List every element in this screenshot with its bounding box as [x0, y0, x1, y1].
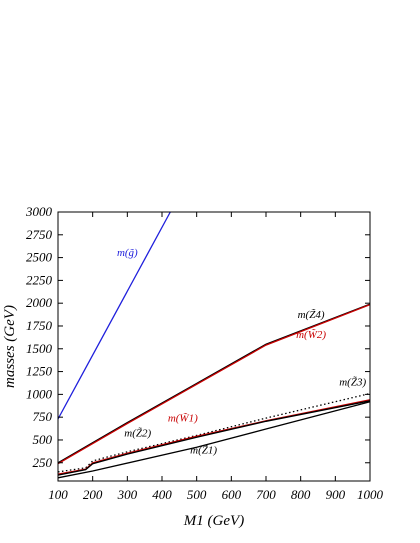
series-line-m-z-2- [57, 400, 371, 476]
y-tick-label: 1750 [26, 318, 53, 333]
series-label-m-w-2-: m(W̃2) [296, 328, 326, 341]
x-tick-label: 500 [187, 487, 207, 502]
series-line-m-z-3- [57, 392, 371, 473]
series-label-m-z-2-: m(Z̃2) [124, 427, 151, 440]
x-tick-label: 900 [326, 487, 346, 502]
series-label-m-z-4-: m(Z̃4) [298, 308, 325, 321]
y-axis-title: masses (GeV) [2, 305, 18, 388]
x-tick-label: 800 [291, 487, 311, 502]
y-tick-label: 2000 [26, 295, 53, 310]
series-label-m-g-: m(g̃) [117, 247, 138, 259]
plot-frame [57, 211, 371, 482]
x-tick-label: 400 [152, 487, 172, 502]
y-tick-label: 1250 [26, 364, 53, 379]
series-line-m-w-2- [57, 303, 371, 465]
y-tick-label: 2250 [26, 272, 53, 287]
x-tick-label: 200 [83, 487, 103, 502]
y-tick-label: 250 [33, 455, 53, 470]
y-tick-label: 1500 [26, 341, 53, 356]
series-line-m-z-4- [57, 303, 371, 464]
x-axis-ticks: 100 200 300 400 500 600 700 800 900 1000 [48, 212, 384, 502]
plot-lines [57, 211, 371, 479]
series-label-m-z-3-: m(Z̃3) [339, 375, 366, 388]
x-tick-label: 600 [222, 487, 242, 502]
y-axis-ticks: 250 500 750 1000 1250 1500 1750 2000 2250 2500 275… [25, 204, 370, 470]
y-tick-label: 1000 [26, 386, 53, 401]
series-label-m-z-1-: m(Z̃1) [190, 444, 217, 457]
x-tick-label: 1000 [357, 487, 384, 502]
x-tick-label: 300 [117, 487, 138, 502]
series-line-m-z-1- [57, 401, 371, 479]
y-tick-label: 2500 [26, 250, 53, 265]
x-tick-label: 700 [256, 487, 276, 502]
y-tick-label: 3000 [25, 204, 53, 219]
series-line-m-g- [57, 211, 171, 420]
y-tick-label: 750 [33, 409, 53, 424]
y-tick-label: 500 [33, 432, 53, 447]
x-axis-title: M1 (GeV) [183, 513, 244, 529]
series-labels: m(g̃) m(Z̃4) m(W̃2) m(Z̃3) m(W̃1) m(Z̃2) m(Z̃1… [117, 247, 367, 457]
series-label-m-w-1-: m(W̃1) [168, 412, 198, 425]
y-tick-label: 2750 [26, 227, 53, 242]
x-tick-label: 100 [48, 487, 68, 502]
